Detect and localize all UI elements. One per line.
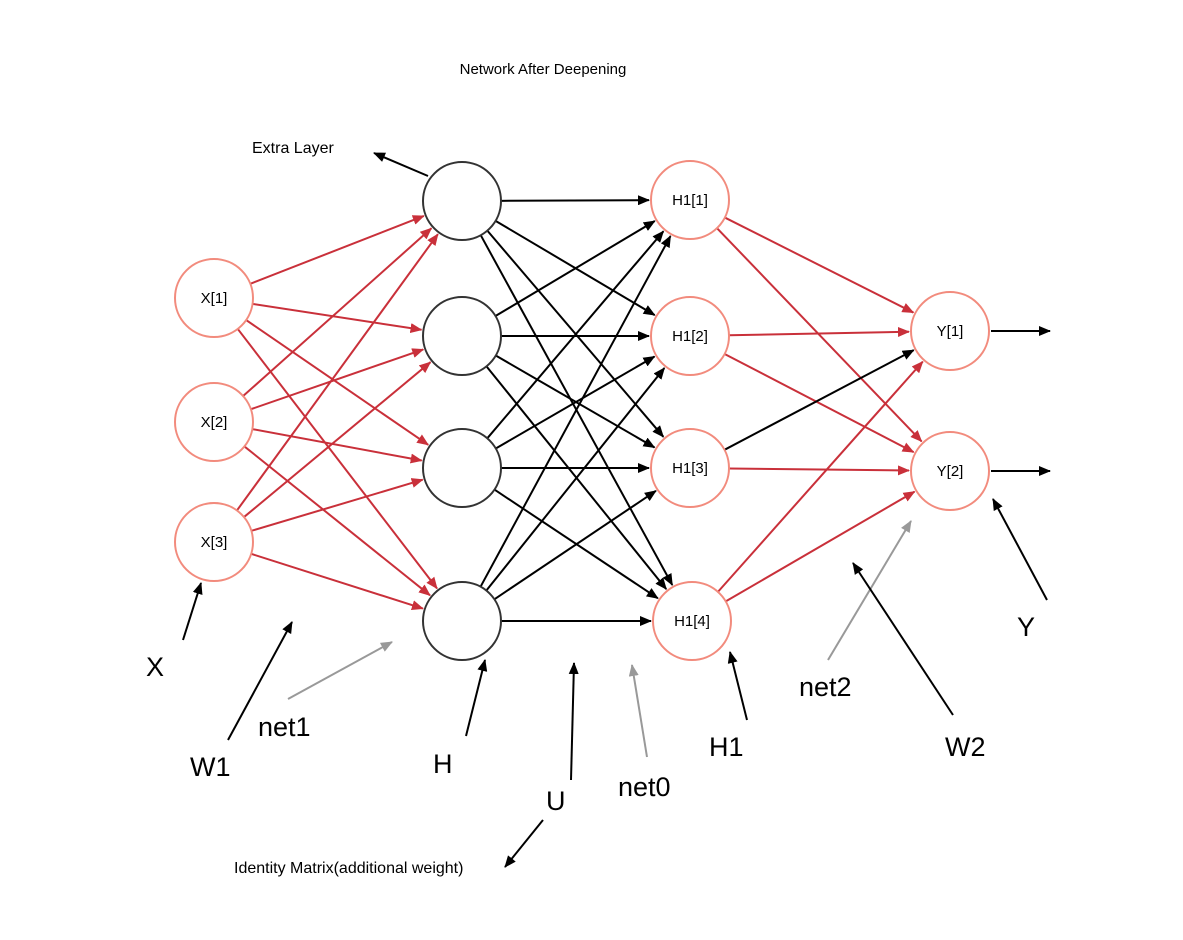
node-label-x1: X[1] bbox=[201, 290, 228, 307]
edge-h_a-h11 bbox=[500, 195, 651, 206]
node-circle-x3 bbox=[174, 502, 254, 582]
y-pointer bbox=[992, 498, 1048, 601]
node-label-x2: X[2] bbox=[201, 414, 228, 431]
net2-pointer bbox=[827, 520, 912, 661]
edge-h_d-h12 bbox=[485, 367, 666, 592]
identity-matrix-arrow bbox=[504, 819, 544, 868]
node-label-h14: H1[4] bbox=[674, 613, 710, 630]
node-y1: Y[1] bbox=[910, 291, 990, 371]
w1-label: W1 bbox=[190, 752, 231, 782]
node-h11: H1[1] bbox=[650, 160, 730, 240]
node-circle-h_d bbox=[422, 581, 502, 661]
node-label-h13: H1[3] bbox=[672, 460, 708, 477]
edge-h11-y2 bbox=[716, 227, 923, 443]
h-pointer bbox=[465, 659, 488, 737]
node-h_d bbox=[422, 581, 502, 661]
edge-h14-y1 bbox=[717, 360, 924, 593]
edge-h14-y2 bbox=[725, 490, 916, 603]
edge-h12-y1 bbox=[728, 327, 911, 337]
net1-label: net1 bbox=[258, 712, 311, 742]
node-h14: H1[4] bbox=[652, 581, 732, 661]
node-label-x3: X[3] bbox=[201, 534, 228, 551]
edge-x3-h_d bbox=[250, 552, 424, 610]
edge-x3-h_a bbox=[236, 233, 439, 512]
edge-x3-h_b bbox=[243, 361, 432, 518]
node-layer: X[1] X[2] X[3] H1[1] H1[2] H1[3] H1[4] Y[1] Y[2] bbox=[174, 160, 990, 661]
edge-h12-y2 bbox=[724, 353, 915, 453]
node-circle-y1 bbox=[910, 291, 990, 371]
node-label-y2: Y[2] bbox=[937, 463, 964, 480]
edge-layer bbox=[236, 195, 924, 626]
w2-label: W2 bbox=[945, 732, 986, 762]
edge-x1-h_a bbox=[249, 215, 425, 285]
node-x3: X[3] bbox=[174, 502, 254, 582]
edge-x2-h_d bbox=[243, 445, 431, 597]
edge-h_c-h11 bbox=[486, 230, 665, 439]
edge-h11-y1 bbox=[724, 216, 915, 314]
edge-x1-h_c bbox=[245, 319, 430, 446]
extra-layer-arrow bbox=[373, 152, 429, 177]
node-circle-x2 bbox=[174, 382, 254, 462]
identity-matrix-label: Identity Matrix(additional weight) bbox=[234, 860, 463, 877]
net2-label: net2 bbox=[799, 672, 852, 702]
net1-pointer bbox=[287, 641, 393, 700]
node-h_c bbox=[422, 428, 502, 508]
node-label-h12: H1[2] bbox=[672, 328, 708, 345]
edge-h_b-h11 bbox=[494, 220, 656, 317]
edge-h13-y2 bbox=[728, 465, 911, 476]
edge-h_d-h13 bbox=[493, 490, 657, 601]
w2-pointer bbox=[852, 562, 954, 716]
edge-x3-h_c bbox=[251, 478, 424, 532]
node-circle-h_a bbox=[422, 161, 502, 241]
pointer-layer bbox=[182, 152, 1051, 868]
y-label: Y bbox=[1017, 612, 1035, 642]
node-label-h11: H1[1] bbox=[672, 192, 708, 209]
diagram-title: Network After Deepening bbox=[460, 61, 627, 78]
x-pointer bbox=[182, 582, 203, 641]
label-layer: Network After Deepening Extra Layer Iden… bbox=[146, 61, 1035, 877]
edge-x1-h_b bbox=[252, 302, 423, 334]
h1-pointer bbox=[727, 651, 748, 721]
node-circle-h13 bbox=[650, 428, 730, 508]
node-circle-h_c bbox=[422, 428, 502, 508]
edge-h_c-h12 bbox=[495, 355, 656, 450]
node-x2: X[2] bbox=[174, 382, 254, 462]
u-pointer bbox=[568, 662, 579, 781]
node-circle-y2 bbox=[910, 431, 990, 511]
node-h12: H1[2] bbox=[650, 296, 730, 376]
h1-label: H1 bbox=[709, 732, 744, 762]
w1-pointer bbox=[227, 621, 293, 741]
extra-layer-label: Extra Layer bbox=[252, 140, 334, 157]
node-h_b bbox=[422, 296, 502, 376]
net0-pointer bbox=[628, 664, 648, 758]
node-h_a bbox=[422, 161, 502, 241]
edge-x2-h_b bbox=[250, 348, 425, 411]
node-circle-h14 bbox=[652, 581, 732, 661]
edge-h_d-h11 bbox=[479, 235, 672, 588]
u-label: U bbox=[546, 786, 566, 816]
x-label: X bbox=[146, 652, 164, 682]
h-label: H bbox=[433, 749, 453, 779]
node-circle-h11 bbox=[650, 160, 730, 240]
node-circle-h12 bbox=[650, 296, 730, 376]
node-label-y1: Y[1] bbox=[937, 323, 964, 340]
net0-label: net0 bbox=[618, 772, 671, 802]
node-h13: H1[3] bbox=[650, 428, 730, 508]
node-circle-x1 bbox=[174, 258, 254, 338]
edge-x2-h_a bbox=[242, 227, 433, 397]
edge-h13-y1 bbox=[724, 349, 915, 451]
node-x1: X[1] bbox=[174, 258, 254, 338]
node-y2: Y[2] bbox=[910, 431, 990, 511]
node-circle-h_b bbox=[422, 296, 502, 376]
edge-x2-h_c bbox=[252, 428, 423, 464]
